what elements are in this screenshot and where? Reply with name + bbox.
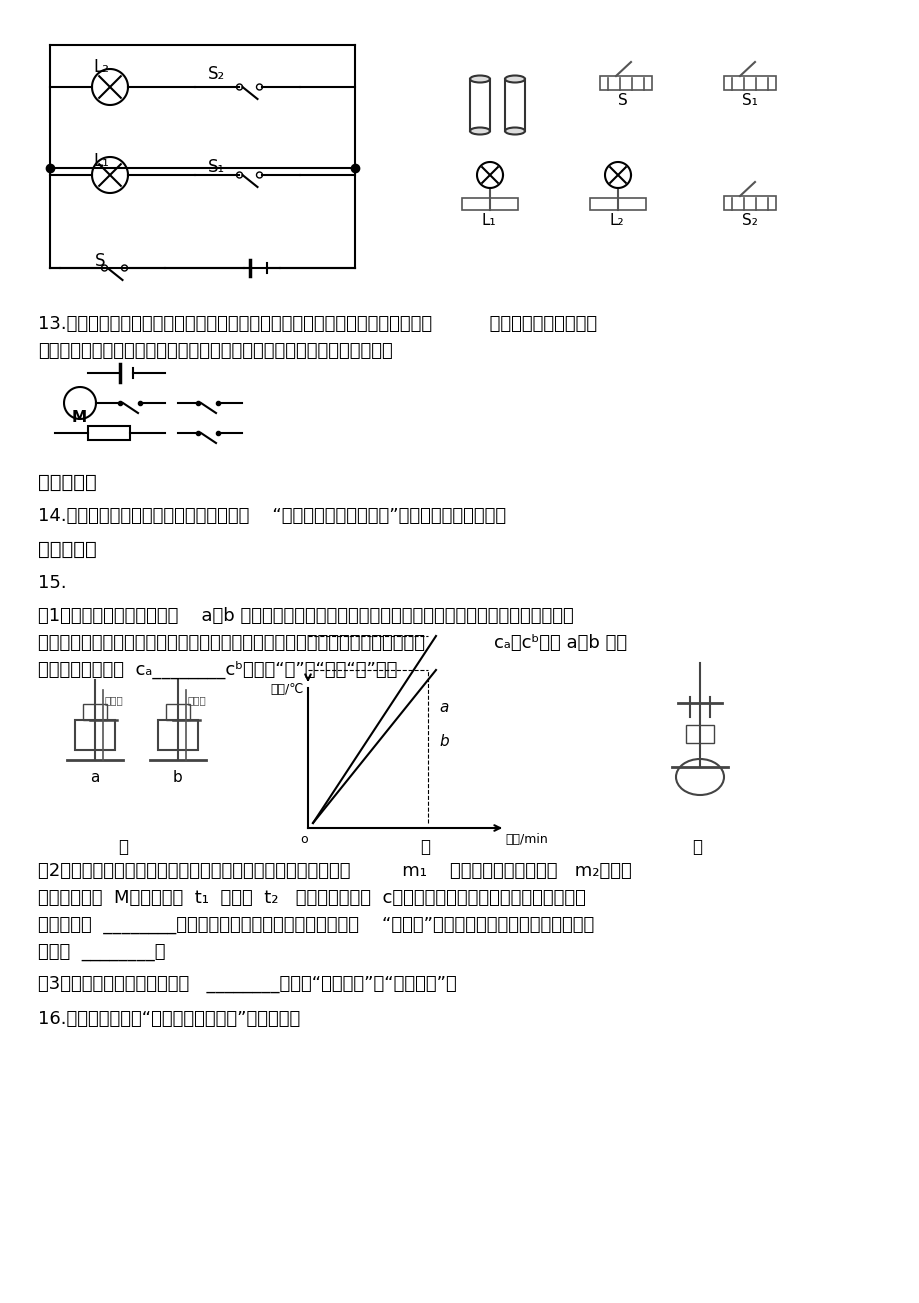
Bar bbox=[470, 79, 490, 132]
Text: M: M bbox=[72, 410, 87, 425]
Text: 15.: 15. bbox=[38, 575, 66, 592]
Text: S₂: S₂ bbox=[742, 212, 757, 228]
Bar bbox=[505, 79, 525, 132]
Text: S₁: S₁ bbox=[208, 158, 225, 176]
Bar bbox=[589, 198, 645, 210]
Text: 热丝工作而风扇不工作，请你根据提示在图中画出合理的吹风机工作电路。: 热丝工作而风扇不工作，请你根据提示在图中画出合理的吹风机工作电路。 bbox=[38, 341, 392, 360]
Text: （3）本实验器材的安装顺序是   ________。（填“从上往下”或“从下往上”）: （3）本实验器材的安装顺序是 ________。（填“从上往下”或“从下往上”） bbox=[38, 975, 456, 993]
Text: L₂: L₂ bbox=[609, 212, 624, 228]
Text: 原因：  ________；: 原因： ________； bbox=[38, 943, 165, 962]
Text: （1）用相同的酒精灯分别对    a、b 两种液体（质量相同）加热，如图甲所示；根据测得的实验数据分别描: （1）用相同的酒精灯分别对 a、b 两种液体（质量相同）加热，如图甲所示；根据测… bbox=[38, 607, 573, 625]
Text: S₁: S₁ bbox=[742, 93, 757, 108]
Text: S₂: S₂ bbox=[208, 65, 225, 83]
Text: 13.如图，吹风机有热风档和常温档，不管吹风机在哪个档位工作，风扇都可以独          立工作，但不能只有电: 13.如图，吹风机有热风档和常温档，不管吹风机在哪个档位工作，风扇都可以独 立工… bbox=[38, 315, 596, 334]
Text: 温度计: 温度计 bbox=[105, 694, 124, 705]
Ellipse shape bbox=[505, 128, 525, 134]
Text: 16.如图甲，在探究“不同物质吸热能力”的实验中：: 16.如图甲，在探究“不同物质吸热能力”的实验中： bbox=[38, 1010, 300, 1028]
Ellipse shape bbox=[505, 76, 525, 82]
Text: （2）某同学用如图丙装置测酒精的热値。加热前酒精灯的质量为         m₁    ，加热一段时间后变为   m₂；烧杯: （2）某同学用如图丙装置测酒精的热値。加热前酒精灯的质量为 m₁ ，加热一段时间… bbox=[38, 863, 631, 880]
Text: L₁: L₁ bbox=[482, 212, 496, 228]
Text: 温度/℃: 温度/℃ bbox=[269, 683, 303, 696]
Text: 三、简答题: 三、简答题 bbox=[38, 473, 96, 493]
Text: b: b bbox=[173, 770, 183, 784]
Bar bbox=[599, 76, 652, 90]
Text: 体的比热容，那么  cₐ________cᵇ（选填“＞”、“＜或“＝”）；: 体的比热容，那么 cₐ________cᵇ（选填“＞”、“＜或“＝”）； bbox=[38, 661, 397, 679]
Bar bbox=[723, 76, 775, 90]
Text: 四、实验题: 四、实验题 bbox=[38, 539, 96, 559]
Text: 中水的质量为  M，水的初温  t₁  ，末温  t₂   ，水的比热容用  c表示。用以上符号表达该同学测酒精热値: 中水的质量为 M，水的初温 t₁ ，末温 t₂ ，水的比热容用 c表示。用以上符… bbox=[38, 889, 585, 907]
Text: 时间/min: 时间/min bbox=[505, 833, 547, 846]
Text: S: S bbox=[618, 93, 627, 108]
Text: 的计算式是  ________。该同学测算发现，测量値比课本中的    “标准値”小很多，请你写一条产生该误差的: 的计算式是 ________。该同学测算发现，测量値比课本中的 “标准値”小很多… bbox=[38, 916, 594, 934]
Text: L₁: L₁ bbox=[93, 152, 108, 169]
Text: 温度计: 温度计 bbox=[187, 694, 207, 705]
Ellipse shape bbox=[470, 128, 490, 134]
Ellipse shape bbox=[470, 76, 490, 82]
Bar bbox=[461, 198, 517, 210]
Text: 绘出两种液体的温度随时间变化的图象如图乙所示。不计液体的热量散失，分别用            cₐ、cᵇ表示 a、b 两液: 绘出两种液体的温度随时间变化的图象如图乙所示。不计液体的热量散失，分别用 cₐ、… bbox=[38, 635, 627, 652]
Bar bbox=[83, 704, 107, 721]
Bar bbox=[158, 721, 198, 751]
Bar bbox=[88, 426, 130, 440]
Text: S: S bbox=[95, 251, 106, 270]
Text: a: a bbox=[438, 700, 448, 715]
Bar bbox=[165, 704, 190, 721]
Bar bbox=[75, 721, 115, 751]
Text: 乙: 乙 bbox=[420, 838, 429, 856]
Text: a: a bbox=[90, 770, 99, 784]
Text: o: o bbox=[300, 833, 307, 846]
Text: L₂: L₂ bbox=[93, 59, 108, 76]
Text: 丙: 丙 bbox=[691, 838, 701, 856]
Text: b: b bbox=[438, 734, 448, 749]
Bar bbox=[686, 724, 713, 743]
Text: 14.我们经常在加油站看到一条醒目的标语    “严禁用塑料桶装运汽油”。请说出其中的道理。: 14.我们经常在加油站看到一条醒目的标语 “严禁用塑料桶装运汽油”。请说出其中的… bbox=[38, 507, 505, 525]
Bar bbox=[723, 195, 775, 210]
Text: 甲: 甲 bbox=[118, 838, 128, 856]
